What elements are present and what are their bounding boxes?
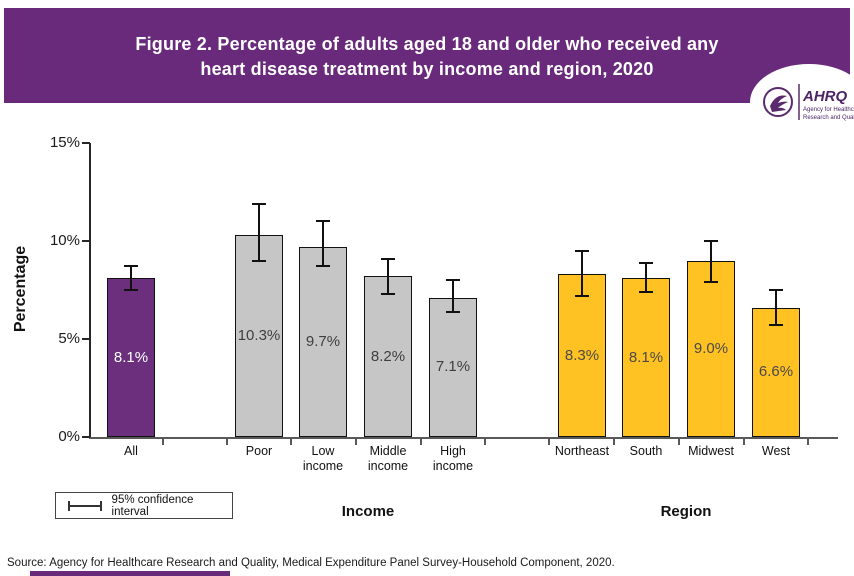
y-axis-tick-label: 5%	[58, 330, 80, 347]
error-bar-line	[710, 241, 712, 283]
confidence-interval-legend: 95% confidence interval	[55, 492, 233, 519]
title-banner: Figure 2. Percentage of adults aged 18 a…	[4, 8, 850, 103]
error-bar-line	[452, 280, 454, 312]
x-axis-tick	[420, 439, 422, 445]
ahrq-logo: AHRQ Agency for Healthcare Research and …	[750, 64, 854, 140]
hhs-eagle-circle	[763, 87, 793, 117]
error-bar-line	[645, 262, 647, 292]
x-axis-tick	[355, 439, 357, 445]
x-axis-tick	[678, 439, 680, 445]
y-axis-tick-label: 15%	[49, 134, 80, 151]
x-axis-tick	[484, 439, 486, 445]
error-bar-cap-bottom	[704, 281, 718, 284]
x-axis-tick	[613, 439, 615, 445]
error-bar-line	[387, 258, 389, 294]
y-axis-tick-label: 10%	[49, 232, 80, 249]
error-bar-cap-top	[446, 279, 460, 282]
bar-value-label: 10.3%	[237, 327, 281, 345]
error-bar-icon	[68, 500, 102, 512]
y-axis-tick	[82, 338, 90, 340]
ahrq-tagline-2: Research and Quality	[803, 115, 854, 121]
x-axis-line	[89, 437, 838, 439]
x-axis-tick	[807, 439, 809, 445]
bar-value-label: 8.3%	[564, 346, 600, 364]
y-axis-tick-label: 0%	[58, 428, 80, 445]
y-axis-tick	[82, 240, 90, 242]
group-label-region: Region	[660, 503, 712, 520]
error-bar-cap-bottom	[769, 324, 783, 327]
group-label-income: Income	[341, 503, 395, 520]
error-bar-cap-bottom	[124, 289, 138, 291]
bar-south	[622, 278, 670, 437]
bar-category-label: All	[124, 444, 138, 458]
y-axis-tick	[82, 436, 90, 438]
bar-value-label: 8.1%	[113, 348, 149, 366]
error-bar-line	[775, 290, 777, 326]
error-bar-line	[322, 221, 324, 267]
ahrq-tagline-1: Agency for Healthcare	[803, 107, 854, 113]
bar-category-label: Low income	[302, 444, 344, 473]
error-bar-cap-bottom	[316, 265, 330, 268]
bar-category-label: High income	[432, 444, 474, 473]
error-bar-cap-bottom	[639, 290, 653, 293]
x-axis-tick	[162, 439, 164, 445]
error-bar-cap-bottom	[446, 310, 460, 313]
bar-category-label: Middle income	[367, 444, 409, 473]
hhs-eagle-icon	[770, 95, 788, 112]
bar-value-label: 8.2%	[370, 347, 406, 365]
figure-title: Figure 2. Percentage of adults aged 18 a…	[4, 32, 850, 82]
bar-value-label: 6.6%	[758, 363, 794, 381]
error-bar-line	[581, 250, 583, 296]
footer-accent-bar	[30, 571, 230, 576]
bar-category-label: South	[629, 444, 663, 458]
error-bar-cap-top	[252, 202, 266, 205]
y-axis-title: Percentage	[12, 245, 29, 333]
figure-title-line1: Figure 2. Percentage of adults aged 18 a…	[135, 34, 719, 54]
x-axis-tick	[743, 439, 745, 445]
error-bar-line	[258, 203, 260, 261]
error-bar-cap-bottom	[575, 294, 589, 297]
error-bar-cap-top	[769, 289, 783, 291]
bar-low-income	[299, 246, 347, 437]
error-bar-cap-top	[381, 257, 395, 260]
x-axis-tick	[226, 439, 228, 445]
error-bar-cap-top	[639, 261, 653, 264]
legend-label: 95% confidence interval	[111, 493, 194, 518]
error-bar-cap-top	[704, 240, 718, 242]
error-bar-cap-top	[316, 220, 330, 223]
bar-northeast	[558, 274, 606, 437]
error-bar-cap-top	[575, 249, 589, 252]
bar-category-label: West	[761, 444, 791, 458]
bar-value-label: 9.0%	[693, 339, 729, 357]
bar-category-label: Poor	[245, 444, 273, 458]
bar-value-label: 9.7%	[305, 332, 341, 350]
x-axis-tick	[548, 439, 550, 445]
x-axis-tick	[290, 439, 292, 445]
ahrq-acronym: AHRQ	[802, 88, 847, 105]
y-axis-tick	[82, 142, 90, 144]
bar-midwest	[687, 260, 735, 437]
ahrq-logo-graphic: AHRQ Agency for Healthcare Research and …	[763, 84, 854, 121]
source-note: Source: Agency for Healthcare Research a…	[7, 557, 615, 569]
bar-all	[107, 278, 155, 437]
bar-category-label: Northeast	[554, 444, 610, 458]
bar-value-label: 7.1%	[435, 358, 471, 376]
figure-title-line2: heart disease treatment by income and re…	[200, 59, 654, 79]
error-bar-line	[130, 266, 132, 290]
y-axis-line	[89, 143, 91, 438]
error-bar-cap-top	[124, 265, 138, 268]
bar-high-income	[429, 297, 477, 437]
bar-category-label: Midwest	[688, 444, 734, 458]
error-bar-cap-bottom	[381, 292, 395, 295]
bar-west	[752, 307, 800, 437]
error-bar-cap-bottom	[252, 259, 266, 262]
bar-poor	[235, 235, 283, 437]
bar-value-label: 8.1%	[628, 348, 664, 366]
